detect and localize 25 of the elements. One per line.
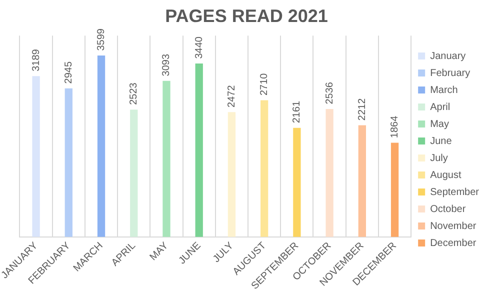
data-label: 3093 bbox=[161, 54, 172, 76]
legend-label: October bbox=[430, 204, 466, 215]
legend-label: January bbox=[430, 50, 466, 62]
legend-label: August bbox=[430, 170, 462, 181]
data-label: 2710 bbox=[259, 72, 270, 96]
data-label: 3189 bbox=[30, 48, 42, 72]
legend-label: July bbox=[430, 152, 448, 164]
data-label: 2472 bbox=[226, 84, 238, 108]
legend-label: June bbox=[430, 136, 452, 147]
legend-label: March bbox=[430, 84, 458, 96]
legend-label: February bbox=[430, 68, 470, 79]
data-label: 2945 bbox=[63, 61, 74, 84]
chart-title: PAGES READ 2021 bbox=[165, 6, 328, 26]
legend-label: September bbox=[430, 186, 480, 198]
data-label: 2161 bbox=[292, 100, 303, 124]
legend-label: December bbox=[430, 238, 477, 249]
data-label: 2212 bbox=[356, 98, 368, 121]
data-label: 1864 bbox=[390, 115, 401, 138]
data-label: 3599 bbox=[96, 28, 108, 51]
data-label: 2536 bbox=[324, 82, 336, 104]
data-label: 2523 bbox=[128, 82, 140, 105]
legend-label: May bbox=[430, 118, 449, 130]
legend-label: November bbox=[430, 220, 477, 232]
legend-label: April bbox=[430, 102, 450, 113]
data-label: 3440 bbox=[194, 36, 205, 59]
